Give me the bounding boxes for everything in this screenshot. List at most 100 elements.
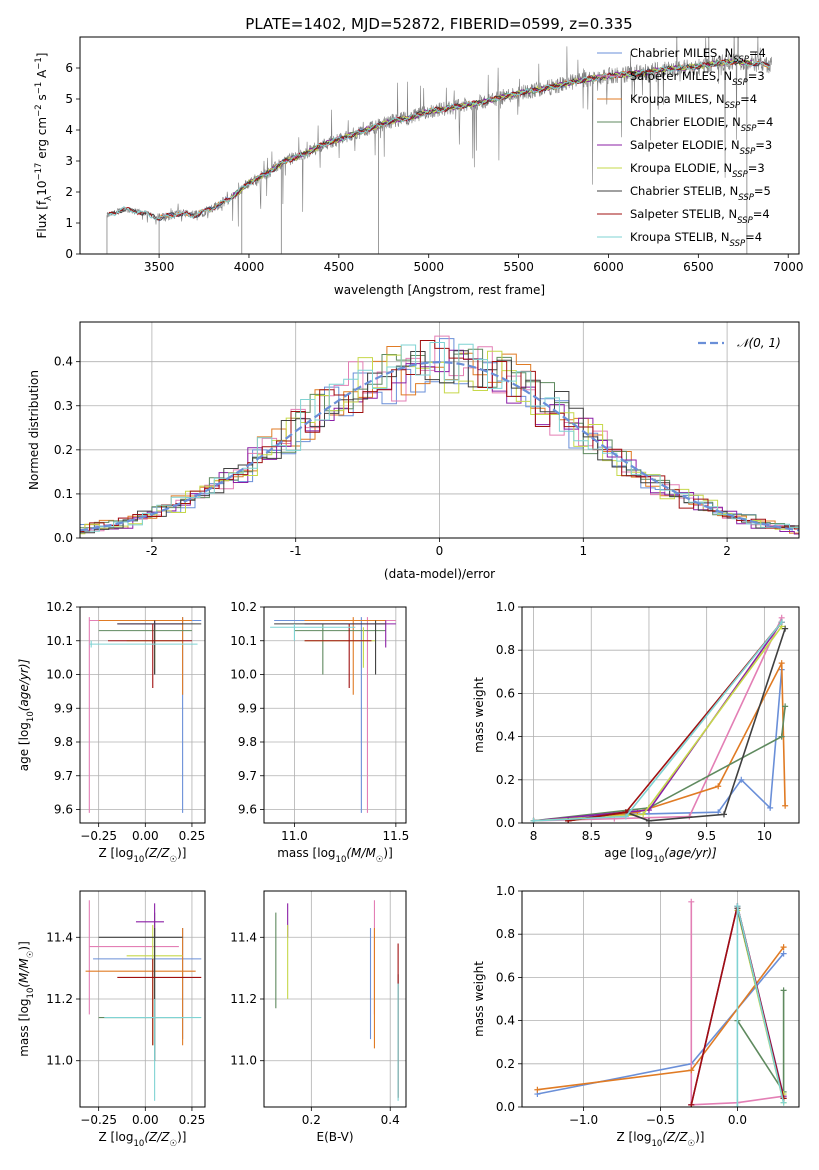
legend-label: Chabrier ELODIE, NSSP=4	[630, 115, 773, 134]
y-tick-label: 0.2	[496, 773, 515, 787]
y-tick-label: 0.2	[496, 1057, 515, 1071]
x-tick-label: -2	[146, 544, 158, 558]
residuals-panel: -2 -1 0 1 2 0.0 0.1 0.2 0.3 0.4 𝒩(0, 1) (data-model…	[27, 321, 800, 581]
x-axis-label: Z [log10(Z/Z☉)]	[98, 846, 186, 865]
y-tick-label: 0.4	[496, 1014, 515, 1028]
y-tick-label: 11.2	[46, 992, 73, 1006]
weight-line-chabrier-elodie	[533, 706, 786, 822]
x-tick-label: 0.25	[179, 829, 206, 843]
x-tick-label: 5500	[503, 260, 534, 274]
legend-label: Salpeter STELIB, NSSP=4	[630, 207, 770, 226]
y-tick-label: 10.0	[230, 668, 257, 682]
gridlines	[264, 606, 406, 823]
y-tick-label: 0.4	[496, 730, 515, 744]
x-tick-label: 2	[723, 544, 731, 558]
histogram-salpeter-stelib	[80, 340, 799, 532]
x-tick-label: 10	[757, 829, 772, 843]
x-axis-label: mass [log10(M/M☉)]	[277, 846, 393, 865]
weight-vs-age-panel: 8 8.5 9 9.5 10 0.0 0.2 0.4 0.6 0.8 1.0 age [log10(a…	[472, 600, 800, 865]
x-tick-label: −0.25	[80, 829, 117, 843]
y-tick-label: 9.6	[54, 803, 73, 817]
legend-label: Chabrier MILES, NSSP=4	[630, 46, 766, 65]
axes-frame	[79, 606, 206, 824]
y-axis-label: mass weight	[472, 961, 486, 1037]
y-tick-label: 0	[65, 247, 73, 261]
y-tick-label: 1.0	[496, 600, 515, 614]
y-tick-label: 0.8	[496, 927, 515, 941]
weight-marker	[534, 1086, 541, 1093]
y-tick-label: 11.0	[46, 1054, 73, 1068]
axes-frame	[79, 321, 800, 539]
weight-line-salpeter-miles	[690, 901, 784, 1106]
x-tick-label: 5000	[413, 260, 444, 274]
y-tick-label: 11.4	[230, 930, 257, 944]
y-tick-label: 0.6	[496, 686, 515, 700]
legend-label: Kroupa MILES, NSSP=4	[630, 92, 757, 111]
weight-marker	[738, 776, 745, 783]
axes-frame	[521, 606, 800, 824]
weight-marker	[767, 804, 774, 811]
x-tick-label: 0.00	[132, 829, 159, 843]
age-vs-Z-panel: −0.25 0.00 0.25 9.6 9.7 9.8 9.9 10.0 10.1 10.2 Z […	[17, 600, 206, 865]
weight-marker	[780, 1099, 787, 1106]
y-tick-label: 10.1	[230, 634, 257, 648]
x-tick-label: 0.00	[132, 1113, 159, 1127]
axes-frame	[79, 36, 800, 255]
histogram-chabrier-stelib	[80, 350, 799, 534]
error-bars	[275, 900, 399, 1101]
x-tick-label: 11.5	[382, 829, 409, 843]
y-axis-label: Flux [fλ10−17 erg cm−2 s−1 A−1]	[34, 53, 54, 239]
x-tick-label: 3500	[144, 260, 175, 274]
y-tick-label: 0.1	[54, 487, 73, 501]
x-tick-label: 6500	[683, 260, 714, 274]
age-vs-mass-panel: 11.0 11.5 9.6 9.7 9.8 9.9 10.0 10.1 10.2 mass [lo…	[230, 600, 409, 865]
y-tick-label: 1.0	[496, 884, 515, 898]
weight-lines	[530, 614, 789, 823]
x-tick-label: 0.0	[728, 1113, 747, 1127]
y-tick-label: 0.0	[54, 531, 73, 545]
x-tick-label: −1.0	[569, 1113, 598, 1127]
weight-marker	[778, 660, 785, 667]
figure-title: PLATE=1402, MJD=52872, FIBERID=0599, z=0…	[245, 15, 632, 33]
x-axis-label: age [log10(age/yr)]	[604, 846, 717, 865]
legend-label: Salpeter ELODIE, NSSP=3	[630, 138, 772, 157]
weight-line-kroupa-elodie	[533, 625, 783, 822]
mass-vs-EBV-panel: 0.2 0.4 11.0 11.2 11.4 E(B-V)	[230, 890, 407, 1144]
weight-line-salpeter-stelib	[568, 621, 783, 822]
y-tick-label: 9.9	[238, 701, 257, 715]
weight-marker	[688, 1067, 695, 1074]
y-axis-label: mass weight	[472, 677, 486, 753]
x-tick-label: 4500	[324, 260, 355, 274]
error-bars	[270, 617, 396, 813]
x-axis-label: wavelength [Angstrom, rest frame]	[334, 283, 545, 297]
gridlines	[80, 891, 205, 1107]
spectrum-panel: 3500 4000 4500 5000 5500 6000 6500 7000 0 1 2 3 4 5 6 C…	[34, 36, 803, 297]
weight-marker	[782, 802, 789, 809]
y-tick-label: 0.3	[54, 399, 73, 413]
y-tick-label: 11.4	[46, 930, 73, 944]
mass-vs-Z-panel: −0.25 0.00 0.25 11.0 11.2 11.4 Z [log10(Z/Z☉)]…	[17, 890, 206, 1149]
model-line-kroupa-elodie	[230, 58, 753, 197]
axes-frame	[521, 890, 800, 1108]
legend-label: 𝒩(0, 1)	[737, 336, 781, 350]
axes-frame	[263, 606, 407, 824]
weight-marker	[780, 987, 787, 994]
y-tick-label: 10.1	[46, 634, 73, 648]
y-tick-label: 5	[65, 92, 73, 106]
error-bars	[85, 900, 202, 1101]
weight-marker	[688, 898, 695, 905]
y-tick-label: 3	[65, 154, 73, 168]
weight-marker	[780, 950, 787, 957]
weight-marker	[640, 811, 647, 818]
weight-marker	[778, 619, 785, 626]
y-axis-label: mass [log10(M/M☉)]	[17, 941, 36, 1057]
y-tick-label: 0.2	[54, 443, 73, 457]
weight-vs-Z-panel: −1.0 −0.5 0.0 0.0 0.2 0.4 0.6 0.8 1.0 Z [log10(Z/…	[472, 884, 800, 1149]
y-tick-label: 0.4	[54, 355, 73, 369]
y-axis-label: Normed distribution	[27, 370, 41, 490]
x-tick-label: 0.2	[302, 1113, 321, 1127]
y-tick-label: 10.0	[46, 668, 73, 682]
y-tick-label: 4	[65, 123, 73, 137]
weight-marker	[782, 625, 789, 632]
